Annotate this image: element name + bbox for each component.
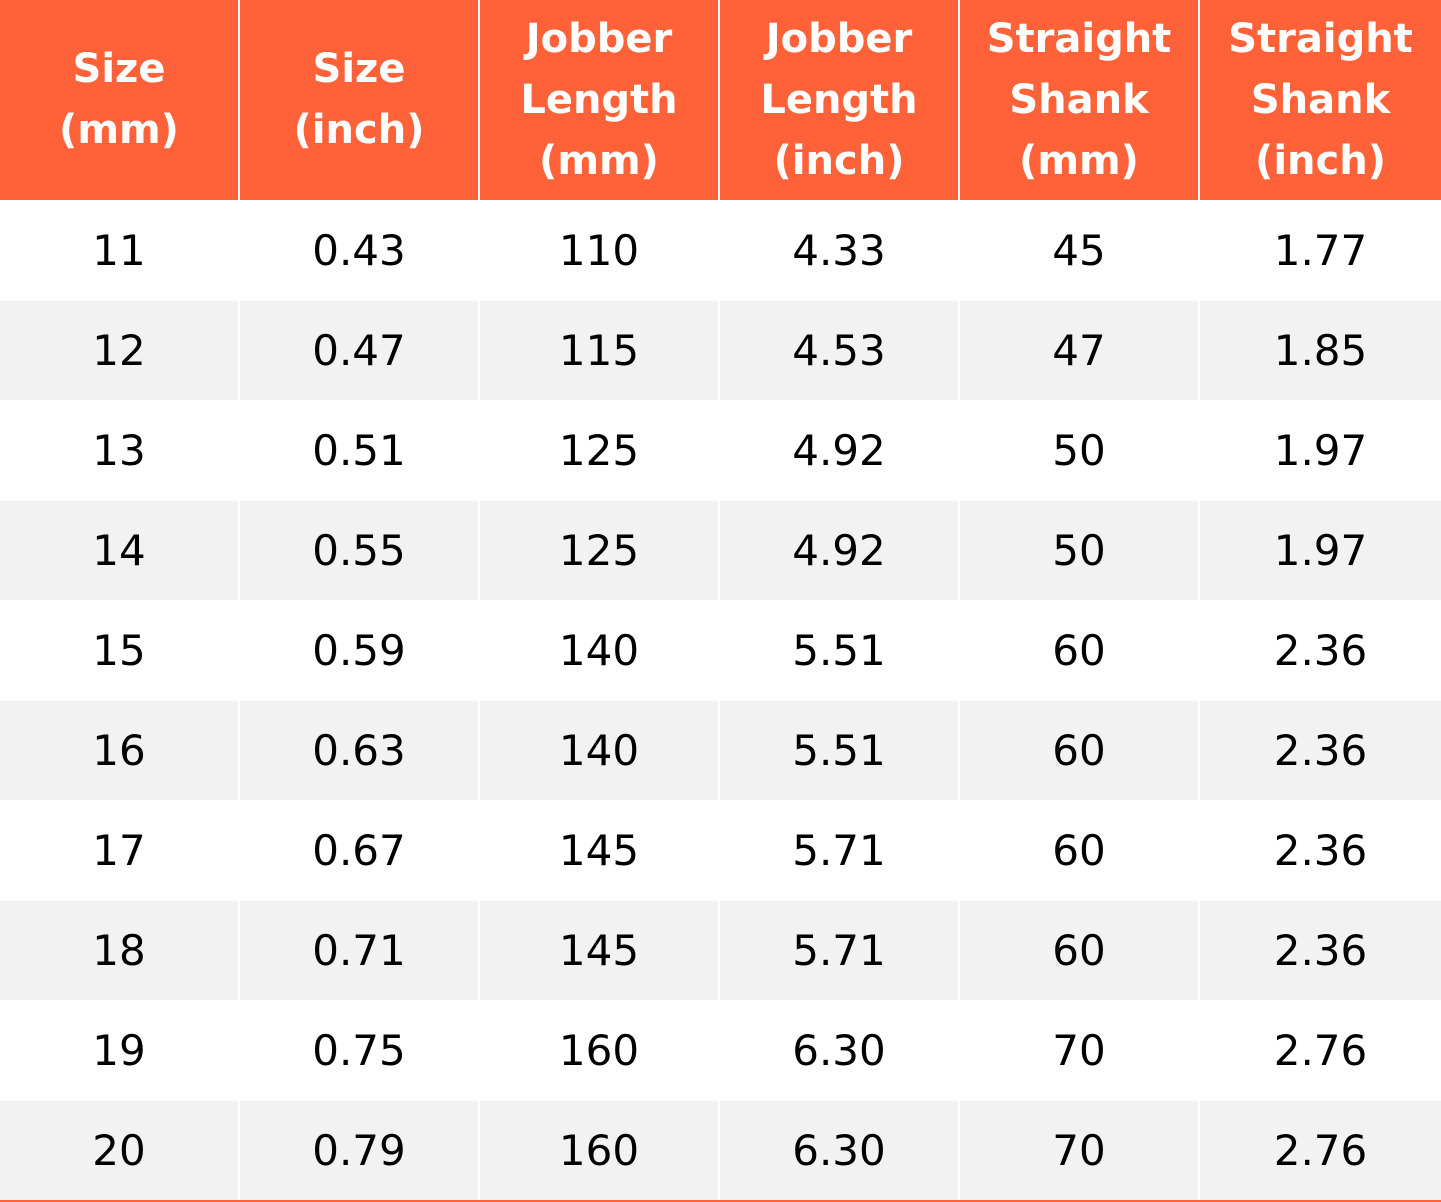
table-cell: 0.55: [240, 500, 480, 600]
table-cell: 2.76: [1200, 1100, 1441, 1200]
header-text: (inch): [1255, 137, 1386, 184]
table-cell: 70: [960, 1000, 1200, 1100]
table-cell: 5.71: [720, 900, 960, 1000]
table-cell: 45: [960, 200, 1200, 300]
table-cell: 50: [960, 400, 1200, 500]
table-cell: 2.76: [1200, 1000, 1441, 1100]
header-text: Jobber: [525, 15, 673, 62]
table-cell: 60: [960, 600, 1200, 700]
table-cell: 1.97: [1200, 500, 1441, 600]
header-text: Size: [312, 46, 406, 92]
header-text: Jobber: [765, 15, 913, 62]
table-cell: 16: [0, 700, 240, 800]
table-cell: 0.51: [240, 400, 480, 500]
header-cell: Size (inch): [240, 0, 480, 200]
table-cell: 0.75: [240, 1000, 480, 1100]
table-cell: 18: [0, 900, 240, 1000]
table-cell: 160: [480, 1100, 720, 1200]
table-cell: 145: [480, 800, 720, 900]
table-cell: 6.30: [720, 1000, 960, 1100]
header-cell: Size (mm): [0, 0, 240, 200]
table-cell: 125: [480, 500, 720, 600]
table-cell: 4.92: [720, 500, 960, 600]
header-text: (inch): [773, 137, 905, 184]
table-cell: 140: [480, 600, 720, 700]
table-cell: 5.71: [720, 800, 960, 900]
table-cell: 1.85: [1200, 300, 1441, 400]
table-cell: 5.51: [720, 600, 960, 700]
header-text: (inch): [293, 107, 425, 153]
header-text: Shank: [1009, 76, 1149, 123]
table-cell: 145: [480, 900, 720, 1000]
table-cell: 125: [480, 400, 720, 500]
table-cell: 60: [960, 700, 1200, 800]
table-cell: 4.53: [720, 300, 960, 400]
table-cell: 20: [0, 1100, 240, 1200]
header-cell: Straight Shank (mm): [960, 0, 1200, 200]
table-cell: 140: [480, 700, 720, 800]
table-cell: 160: [480, 1000, 720, 1100]
table-cell: 2.36: [1200, 800, 1441, 900]
table-cell: 4.92: [720, 400, 960, 500]
table-cell: 6.30: [720, 1100, 960, 1200]
table-cell: 0.47: [240, 300, 480, 400]
table-cell: 12: [0, 300, 240, 400]
table-cell: 50: [960, 500, 1200, 600]
table-cell: 1.77: [1200, 200, 1441, 300]
table-cell: 0.79: [240, 1100, 480, 1200]
header-text: (mm): [539, 137, 659, 184]
table-cell: 70: [960, 1100, 1200, 1200]
table-cell: 2.36: [1200, 900, 1441, 1000]
header-text: Shank: [1250, 76, 1391, 123]
header-text: Straight: [986, 15, 1172, 62]
header-text: (mm): [1019, 137, 1139, 184]
header-cell: Straight Shank (inch): [1200, 0, 1441, 200]
table-cell: 115: [480, 300, 720, 400]
table-cell: 14: [0, 500, 240, 600]
table-cell: 17: [0, 800, 240, 900]
table-cell: 13: [0, 400, 240, 500]
table-cell: 0.43: [240, 200, 480, 300]
table-cell: 60: [960, 900, 1200, 1000]
header-text: Length: [760, 76, 918, 123]
header-text: Straight: [1228, 15, 1413, 62]
header-text: Length: [520, 76, 678, 123]
table-cell: 1.97: [1200, 400, 1441, 500]
table-cell: 4.33: [720, 200, 960, 300]
header-text: Size: [72, 46, 166, 92]
header-cell: Jobber Length (inch): [720, 0, 960, 200]
table-cell: 2.36: [1200, 600, 1441, 700]
table-cell: 5.51: [720, 700, 960, 800]
table-cell: 2.36: [1200, 700, 1441, 800]
table-cell: 0.63: [240, 700, 480, 800]
table-cell: 60: [960, 800, 1200, 900]
table-cell: 0.59: [240, 600, 480, 700]
table-cell: 47: [960, 300, 1200, 400]
header-text: (mm): [59, 107, 179, 153]
table-cell: 15: [0, 600, 240, 700]
table-cell: 110: [480, 200, 720, 300]
table-cell: 19: [0, 1000, 240, 1100]
table-cell: 0.71: [240, 900, 480, 1000]
header-cell: Jobber Length (mm): [480, 0, 720, 200]
table-cell: 11: [0, 200, 240, 300]
table-cell: 0.67: [240, 800, 480, 900]
